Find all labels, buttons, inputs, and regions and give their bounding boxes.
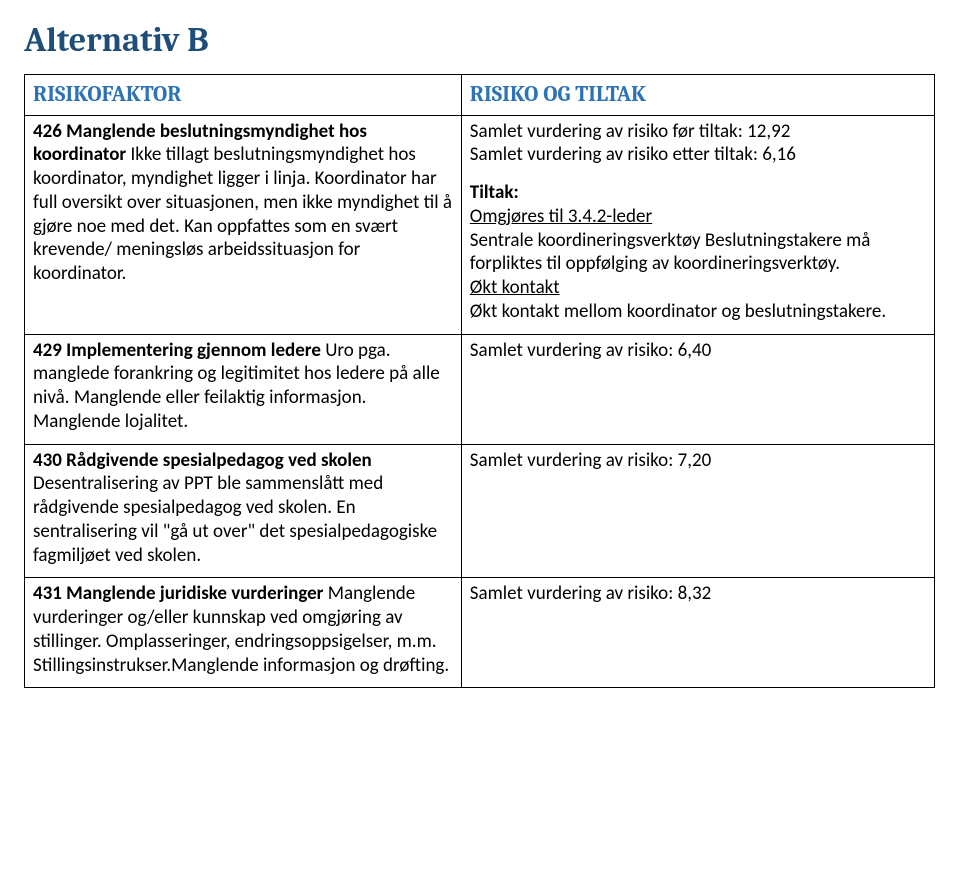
tiltak-heading: Omgjøres til 3.4.2-leder (470, 205, 652, 228)
risikofaktor-cell: 429 Implementering gjennom ledere Uro pg… (25, 334, 462, 444)
tiltak-body: Økt kontakt mellom koordinator og beslut… (470, 300, 886, 323)
risikofaktor-cell: 431 Manglende juridiske vurderinger Mang… (25, 578, 462, 688)
risk-table: RISIKOFAKTOR RISIKO OG TILTAK 426 Mangle… (24, 74, 935, 688)
risikofaktor-cell: 430 Rådgivende spesialpedagog ved skolen… (25, 444, 462, 578)
risk-single: Samlet vurdering av risiko: 6,40 (470, 339, 926, 363)
risk-before: Samlet vurdering av risiko før tiltak: 1… (470, 120, 926, 144)
risk-after: Samlet vurdering av risiko etter tiltak:… (470, 143, 926, 167)
table-row: 431 Manglende juridiske vurderinger Mang… (25, 578, 935, 688)
table-row: 430 Rådgivende spesialpedagog ved skolen… (25, 444, 935, 578)
row-title: 429 Implementering gjennom ledere (33, 339, 321, 362)
risk-single: Samlet vurdering av risiko: 8,32 (470, 582, 926, 606)
tiltak-body: Sentrale koordineringsverktøy Beslutning… (470, 229, 871, 276)
tiltak-item: Økt kontakt Økt kontakt mellom koordinat… (470, 276, 926, 324)
risk-single: Samlet vurdering av risiko: 7,20 (470, 449, 926, 473)
column-header-risikofaktor: RISIKOFAKTOR (25, 75, 462, 116)
row-title: 431 Manglende juridiske vurderinger (33, 582, 323, 605)
tiltak-heading: Økt kontakt (470, 276, 560, 299)
page-title: Alternativ B (24, 20, 935, 60)
table-row: 426 Manglende beslutningsmyndighet hos k… (25, 115, 935, 334)
risiko-tiltak-cell: Samlet vurdering av risiko før tiltak: 1… (461, 115, 934, 334)
tiltak-label: Tiltak: (470, 181, 926, 205)
row-title: 430 Rådgivende spesialpedagog ved skolen (33, 449, 372, 472)
table-header-row: RISIKOFAKTOR RISIKO OG TILTAK (25, 75, 935, 116)
risiko-tiltak-cell: Samlet vurdering av risiko: 7,20 (461, 444, 934, 578)
tiltak-item: Omgjøres til 3.4.2-leder Sentrale koordi… (470, 205, 926, 276)
row-body: Desentralisering av PPT ble sammenslått … (33, 472, 437, 566)
column-header-risiko-og-tiltak: RISIKO OG TILTAK (461, 75, 934, 116)
risikofaktor-cell: 426 Manglende beslutningsmyndighet hos k… (25, 115, 462, 334)
table-row: 429 Implementering gjennom ledere Uro pg… (25, 334, 935, 444)
risiko-tiltak-cell: Samlet vurdering av risiko: 6,40 (461, 334, 934, 444)
risiko-tiltak-cell: Samlet vurdering av risiko: 8,32 (461, 578, 934, 688)
